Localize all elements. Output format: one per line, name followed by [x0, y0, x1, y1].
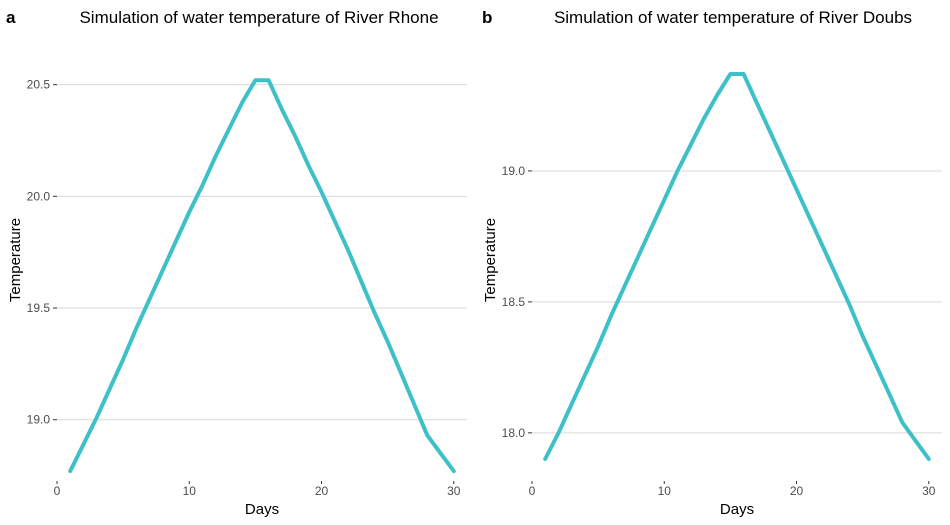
y-tick-label: 19.5 — [27, 301, 51, 315]
x-axis-title: Days — [720, 501, 754, 518]
series-line — [543, 72, 931, 461]
x-tick-label: 10 — [183, 484, 197, 498]
panel-tag: a — [6, 8, 16, 27]
chart-title: Simulation of water temperature of River… — [79, 8, 438, 27]
x-tick-label: 30 — [447, 484, 461, 498]
y-tick-label: 20.0 — [27, 189, 51, 203]
y-tick-label: 19.0 — [27, 413, 51, 427]
x-tick-label: 20 — [790, 484, 804, 498]
y-axis-title: Temperature — [7, 218, 24, 302]
chart-title: Simulation of water temperature of River… — [554, 8, 912, 27]
panel-tag: b — [482, 8, 492, 27]
x-tick-label: 10 — [658, 484, 672, 498]
x-axis-title: Days — [245, 501, 279, 518]
x-tick-label: 20 — [315, 484, 329, 498]
y-tick-label: 18.0 — [502, 426, 526, 440]
x-tick-label: 0 — [529, 484, 536, 498]
y-axis-title: Temperature — [482, 218, 499, 302]
y-tick-label: 19.0 — [502, 164, 526, 178]
y-tick-label: 18.5 — [502, 295, 526, 309]
series-line — [68, 78, 456, 474]
x-tick-label: 0 — [54, 484, 61, 498]
x-tick-label: 30 — [922, 484, 936, 498]
y-tick-label: 20.5 — [27, 78, 51, 92]
